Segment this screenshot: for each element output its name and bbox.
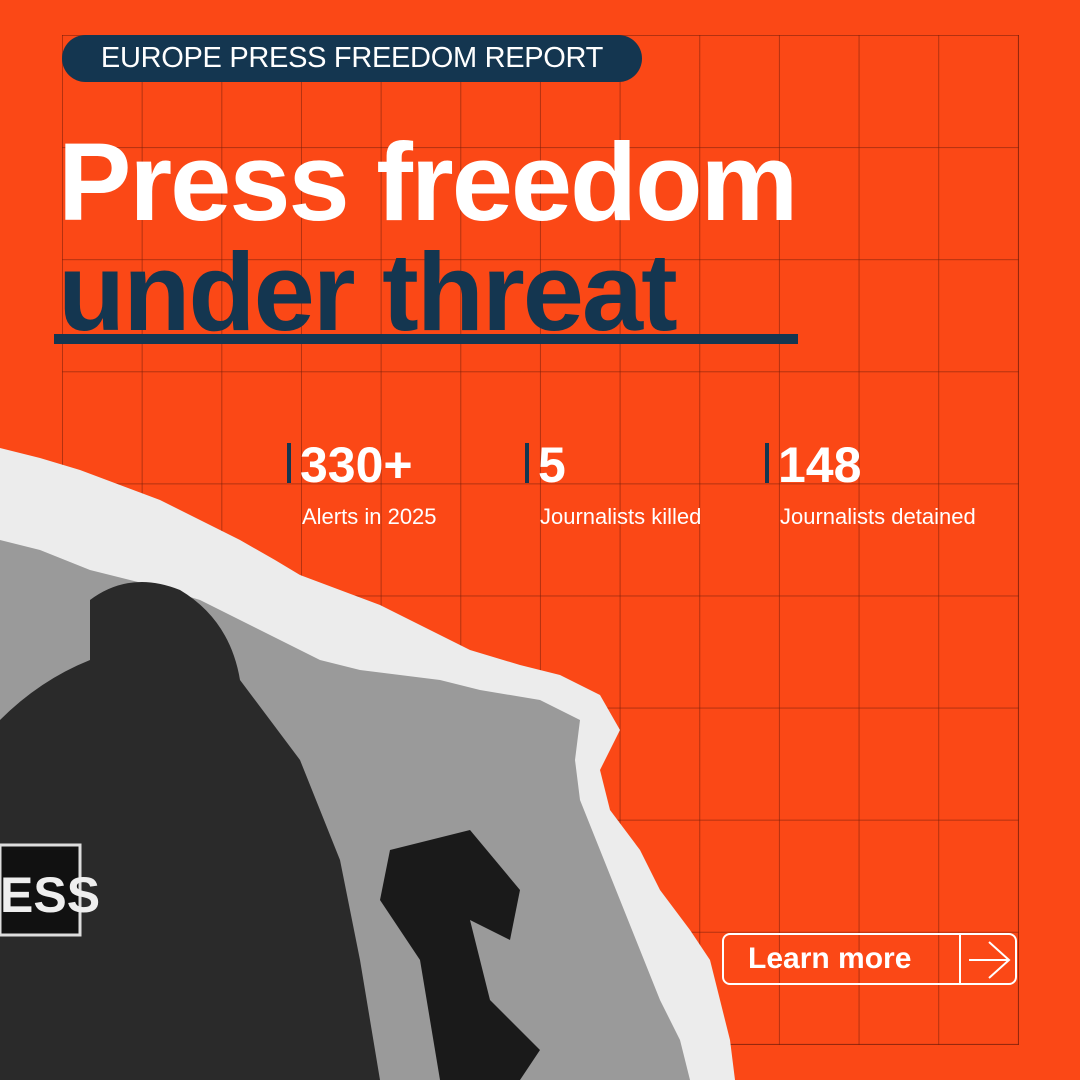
learn-more-label: Learn more: [748, 942, 912, 975]
stat-label: Journalists killed: [540, 504, 702, 529]
stat-bar: [287, 443, 291, 483]
stat-bar: [525, 443, 529, 483]
learn-more-button[interactable]: Learn more: [722, 933, 1017, 985]
stat-value: 5: [538, 437, 566, 493]
stat-value: 148: [778, 437, 862, 493]
arrow-right-icon: [969, 941, 1011, 979]
headline-line-2: under threat: [58, 231, 678, 354]
journalist-silhouette: [0, 582, 380, 1080]
stat-label: Journalists detained: [780, 504, 976, 529]
press-patch: [0, 843, 82, 937]
button-divider: [959, 935, 961, 983]
stat-label: Alerts in 2025: [302, 504, 437, 529]
headline-underline: [54, 334, 798, 344]
stat-value: 330+: [300, 437, 413, 493]
report-badge: EUROPE PRESS FREEDOM REPORT: [62, 35, 642, 82]
stat-bar: [765, 443, 769, 483]
camera-icon: [380, 830, 540, 1080]
headline-line-1: Press freedom: [58, 121, 798, 244]
press-patch-text: ESS: [0, 867, 100, 923]
